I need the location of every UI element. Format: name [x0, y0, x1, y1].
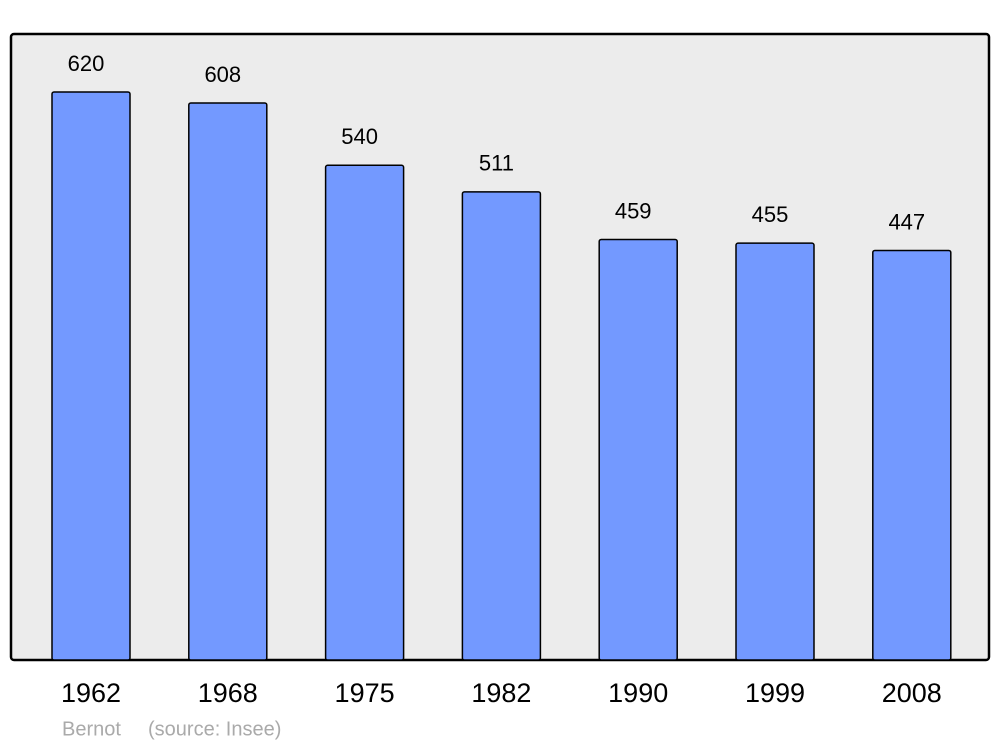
value-label: 455 — [752, 202, 789, 227]
bar — [872, 249, 952, 661]
value-label: 608 — [204, 62, 241, 87]
bar — [598, 238, 678, 661]
x-tick-label: 1982 — [471, 678, 531, 708]
x-tick-label: 2008 — [882, 678, 942, 708]
bar — [461, 191, 542, 661]
source: (source: Insee) — [148, 718, 281, 740]
bar — [735, 242, 815, 661]
value-label: 540 — [341, 124, 378, 149]
bar — [324, 164, 405, 661]
credit: Bernot — [62, 718, 121, 740]
x-tick-label: 1990 — [608, 678, 668, 708]
x-tick-label: 1962 — [61, 678, 121, 708]
x-tick-label: 1975 — [335, 678, 395, 708]
bar — [188, 102, 268, 661]
value-label: 447 — [888, 209, 925, 234]
value-label: 620 — [68, 51, 105, 76]
bar — [51, 91, 131, 661]
value-label: 511 — [479, 151, 514, 176]
x-tick-label: 1968 — [198, 678, 258, 708]
x-tick-label: 1999 — [745, 678, 805, 708]
value-label: 459 — [615, 198, 652, 223]
